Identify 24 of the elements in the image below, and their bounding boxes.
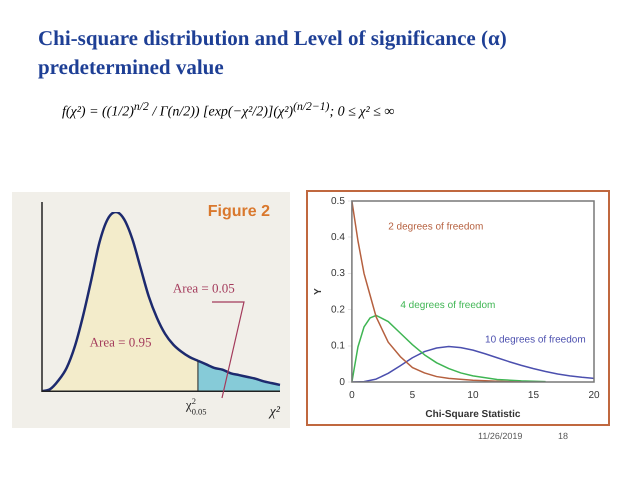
- y-tick-label: 0.3: [330, 268, 346, 280]
- x-tick-label: 20: [588, 390, 600, 401]
- text: 18: [558, 431, 568, 441]
- text: Chi-square distribution and Level of significance (α) predetermined value: [38, 25, 508, 81]
- x-tick-label: 10: [467, 390, 479, 401]
- text: 2 degrees of freedom: [388, 222, 484, 233]
- x-tick-label: 15: [528, 390, 540, 401]
- x-axis-title: χ²: [268, 404, 281, 420]
- series-label: 4 degrees of freedom: [400, 300, 496, 311]
- x-axis-title: Chi-Square Statistic: [425, 408, 521, 420]
- x-tick-label: 0: [349, 390, 356, 401]
- y-tick-label: 0.2: [330, 304, 346, 316]
- text: 11/26/2019: [478, 431, 522, 441]
- series-label: 10 degrees of freedom: [485, 334, 586, 346]
- y-tick-label: 0.5: [330, 196, 346, 207]
- chart-title: Figure 2: [208, 203, 270, 220]
- text: f(χ²) = ((1/2)$^{n/2}$ / Γ(n/2)) [exp(−χ²/2)](χ²)$^{(n/2−1)}$; 0 ≤ χ² ≤ ∞: [62, 100, 394, 121]
- y-tick-label: 0.4: [330, 232, 346, 243]
- y-axis-title: Y: [312, 288, 324, 295]
- y-tick-label: 0: [339, 376, 346, 388]
- annotation: Area = 0.05: [172, 280, 235, 296]
- x-tick-label: 5: [410, 390, 416, 401]
- y-tick-label: 0.1: [330, 340, 346, 352]
- annotation: Area = 0.95: [90, 334, 152, 350]
